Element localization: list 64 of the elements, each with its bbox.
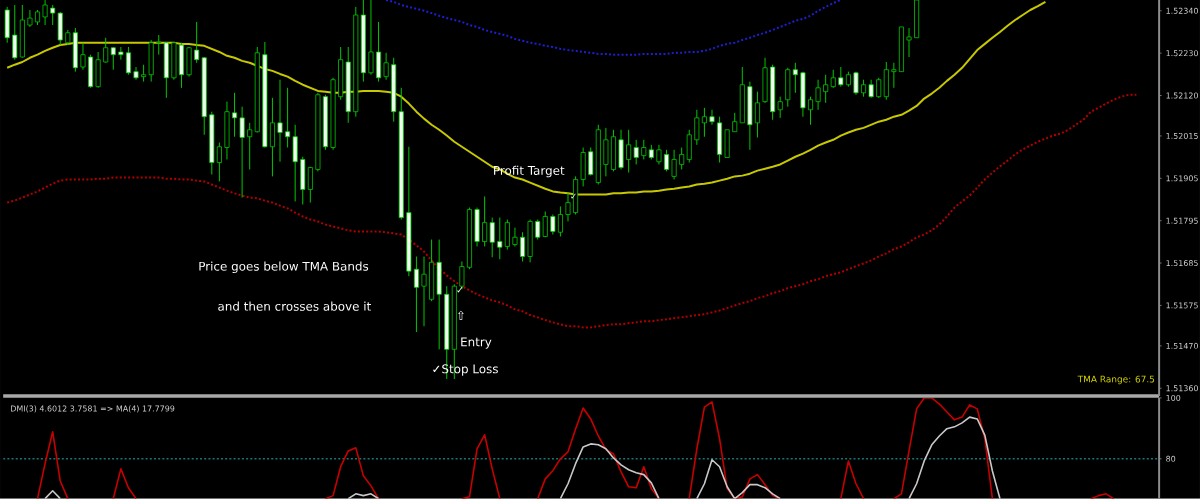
candlestick bbox=[133, 66, 139, 81]
candlestick bbox=[664, 149, 670, 173]
candlestick bbox=[110, 46, 116, 71]
candlestick bbox=[103, 37, 109, 64]
annotation: ✓ bbox=[457, 287, 463, 293]
candlestick bbox=[12, 4, 18, 61]
candlestick bbox=[626, 129, 632, 174]
candlestick bbox=[542, 211, 548, 238]
candlestick bbox=[80, 42, 86, 71]
candlestick bbox=[512, 227, 518, 248]
candlestick bbox=[701, 107, 707, 138]
candlestick bbox=[588, 147, 594, 177]
candlestick bbox=[125, 46, 131, 76]
candlestick bbox=[421, 256, 427, 327]
candlestick bbox=[876, 77, 882, 99]
candlestick bbox=[823, 74, 829, 104]
candlestick bbox=[50, 4, 56, 26]
candlestick bbox=[777, 96, 783, 119]
candlestick bbox=[565, 192, 571, 223]
candlestick bbox=[413, 256, 419, 333]
candlestick bbox=[633, 139, 639, 166]
annotation: Entry bbox=[461, 337, 492, 349]
candlestick bbox=[285, 87, 291, 149]
candlestick bbox=[792, 62, 798, 94]
candlestick bbox=[557, 206, 563, 238]
candlestick bbox=[520, 231, 526, 263]
candlestick bbox=[550, 214, 556, 236]
candlestick bbox=[868, 79, 874, 99]
candlestick bbox=[269, 97, 275, 178]
candlestick bbox=[277, 79, 283, 163]
annotation: and then crosses above it bbox=[218, 301, 371, 311]
candlestick bbox=[815, 79, 821, 111]
candlestick bbox=[754, 91, 760, 139]
candlestick bbox=[504, 219, 510, 251]
candlestick bbox=[641, 139, 647, 161]
candlestick bbox=[732, 112, 738, 133]
candlestick bbox=[830, 69, 836, 89]
candlestick bbox=[807, 96, 814, 126]
candlestick bbox=[216, 142, 222, 183]
candlestick bbox=[535, 219, 541, 241]
annotation: Price goes below TMA Bands bbox=[199, 261, 369, 274]
candlestick bbox=[694, 109, 700, 146]
candlestick bbox=[891, 62, 897, 89]
candlestick bbox=[27, 9, 33, 28]
candlestick bbox=[906, 27, 912, 58]
candlestick bbox=[709, 109, 715, 126]
candlestick bbox=[307, 166, 313, 204]
annotation: ✓ bbox=[571, 193, 576, 199]
candlestick bbox=[838, 66, 844, 88]
candlestick bbox=[194, 21, 200, 64]
candlestick bbox=[497, 217, 503, 260]
candlestick bbox=[383, 52, 389, 81]
annotation: ⇧ bbox=[457, 310, 464, 320]
candlestick bbox=[679, 147, 685, 171]
candlestick bbox=[232, 92, 238, 138]
candlestick bbox=[671, 149, 677, 181]
candlestick bbox=[156, 34, 162, 56]
annotation: TMA Range: 67.5 bbox=[1077, 375, 1155, 385]
candlestick bbox=[118, 46, 124, 61]
candlestick bbox=[247, 122, 253, 171]
candlestick bbox=[489, 217, 495, 258]
candlestick bbox=[239, 106, 245, 199]
candlestick bbox=[656, 144, 662, 166]
candlestick bbox=[482, 196, 488, 248]
